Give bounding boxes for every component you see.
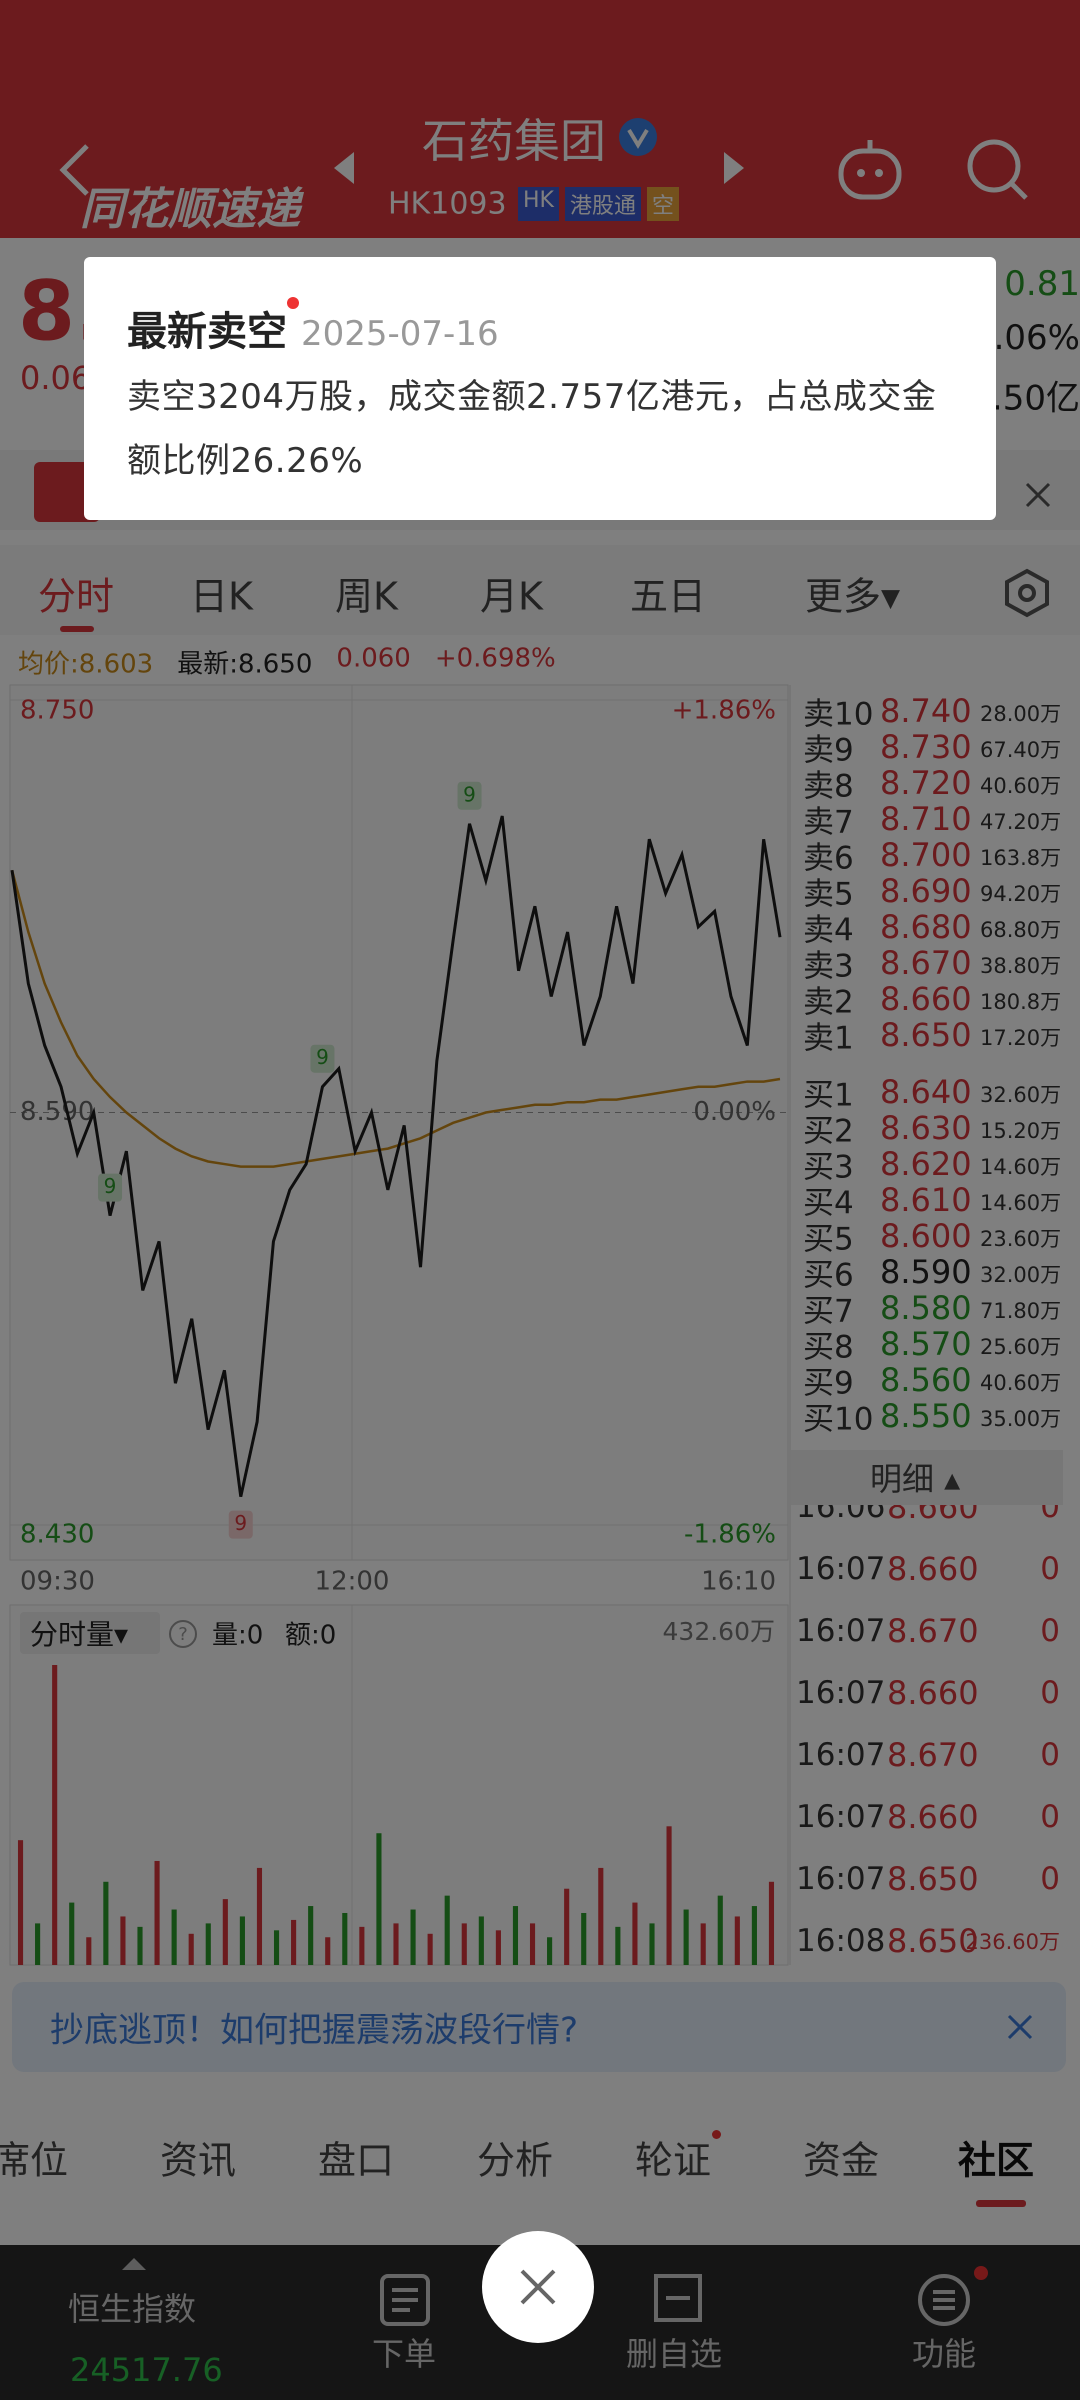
popup-text: 卖空3204万股，成交金额2.757亿港元，占总成交金额比例26.26% (127, 377, 937, 481)
new-dot (287, 297, 299, 309)
popup-title: 最新卖空 (127, 309, 287, 355)
close-icon[interactable] (518, 2267, 558, 2307)
popup-header: 最新卖空 2025-07-16 (127, 297, 499, 357)
popup: 最新卖空 2025-07-16 卖空3204万股，成交金额2.757亿港元，占总… (84, 257, 996, 520)
popup-date: 2025-07-16 (301, 314, 499, 354)
